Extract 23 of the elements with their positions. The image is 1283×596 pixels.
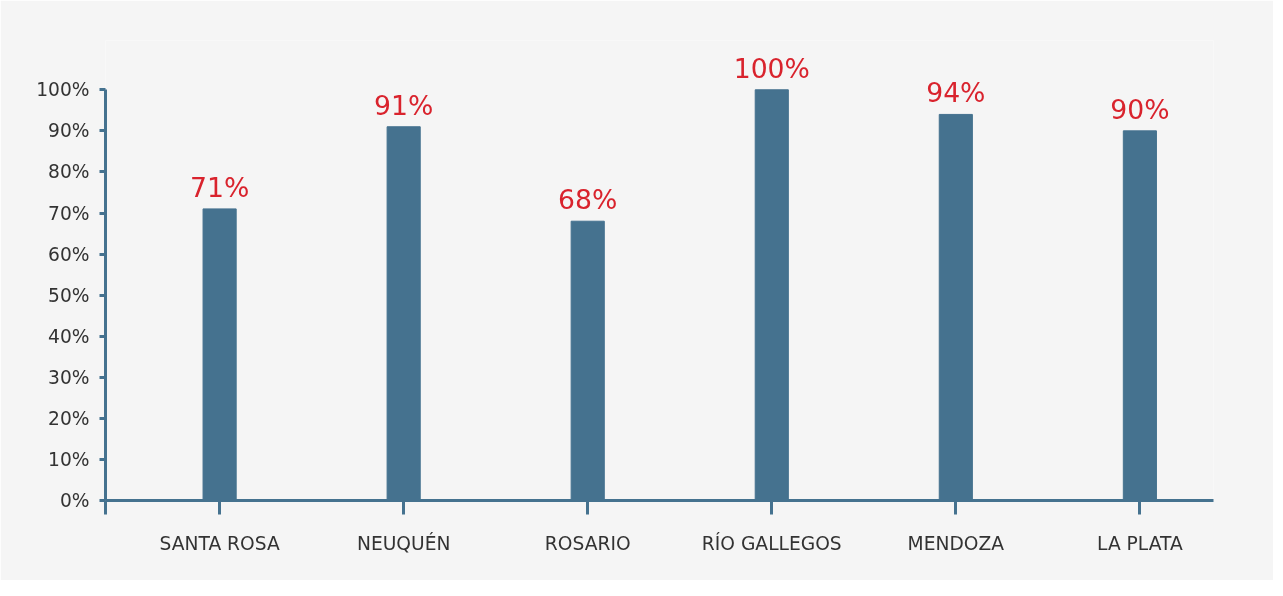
data-label: 100% xyxy=(733,52,810,84)
y-tick-label: 90% xyxy=(48,120,90,142)
data-label: 91% xyxy=(374,89,434,121)
data-label: 68% xyxy=(558,184,618,216)
x-tick-label: NEUQUÉN xyxy=(356,531,451,554)
y-tick-label: 0% xyxy=(59,490,90,511)
data-label: 71% xyxy=(189,171,250,203)
x-tick-label: LA PLATA xyxy=(1097,532,1183,554)
data-label: 94% xyxy=(926,77,986,109)
y-tick-label: 50% xyxy=(48,284,90,306)
y-tick-label: 70% xyxy=(48,202,90,224)
y-tick-label: 100% xyxy=(36,79,90,101)
x-tick-label: MENDOZA xyxy=(907,532,1005,554)
y-tick-label: 80% xyxy=(48,161,90,183)
x-tick-label: ROSARIO xyxy=(544,532,631,554)
x-tick-label: RÍO GALLEGOS xyxy=(701,531,842,554)
y-tick-label: 20% xyxy=(48,407,90,429)
x-tick-label: SANTA ROSA xyxy=(159,532,280,554)
y-tick-label: 60% xyxy=(48,243,90,265)
data-label: 90% xyxy=(1110,93,1170,125)
y-tick-label: 30% xyxy=(48,366,90,388)
y-tick-label: 40% xyxy=(48,325,90,347)
y-tick-label: 10% xyxy=(48,448,90,470)
